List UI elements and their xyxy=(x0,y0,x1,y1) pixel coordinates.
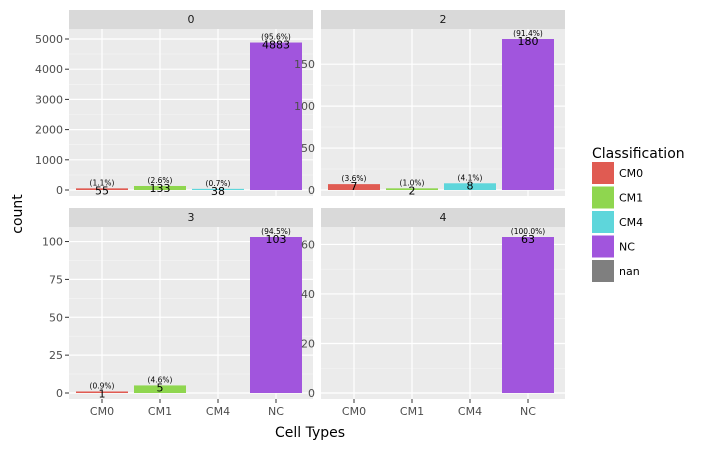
bar-value-label: 180 xyxy=(518,35,539,48)
bar-percent-label: (1.0%) xyxy=(400,178,425,187)
bar-CM0 xyxy=(76,391,128,393)
x-tick-label: CM0 xyxy=(90,405,114,418)
x-tick-label: CM0 xyxy=(342,405,366,418)
bar-percent-label: (94.5%) xyxy=(261,227,291,236)
legend: Classification CM0 CM1 CM4 NC nan xyxy=(592,146,685,282)
bar-CM1 xyxy=(134,385,186,393)
bar-value-label: 8 xyxy=(467,179,474,192)
bar-CM1 xyxy=(386,188,438,190)
y-tick-label: 2000 xyxy=(35,124,63,137)
bar-percent-label: (0.9%) xyxy=(90,381,115,390)
legend-key-NC xyxy=(592,235,614,258)
y-tick-label: 100 xyxy=(294,100,315,113)
bar-CM4 xyxy=(444,183,496,190)
y-tick-label: 0 xyxy=(56,387,63,400)
bar-value-label: 103 xyxy=(266,233,287,246)
facet-strip xyxy=(321,10,565,29)
y-tick-label: 60 xyxy=(301,238,315,251)
y-tick-label: 1000 xyxy=(35,154,63,167)
facet-strip-label: 4 xyxy=(440,211,447,224)
legend-entry-label: CM0 xyxy=(619,167,643,180)
y-axis-title: count xyxy=(10,194,26,234)
legend-entry-label: CM1 xyxy=(619,192,643,205)
legend-key-nan xyxy=(592,260,614,282)
y-tick-label: 75 xyxy=(49,273,63,286)
bar-value-label: 63 xyxy=(521,233,535,246)
y-tick-label: 40 xyxy=(301,288,315,301)
y-tick-label: 0 xyxy=(56,184,63,197)
bar-percent-label: (1.1%) xyxy=(90,178,115,187)
bar-CM1 xyxy=(134,185,186,190)
y-tick-label: 0 xyxy=(308,387,315,400)
bar-NC xyxy=(502,39,554,190)
bar-value-label: 4883 xyxy=(262,39,290,52)
bar-percent-label: (0.7%) xyxy=(206,179,231,188)
bar-percent-label: (95.6%) xyxy=(261,33,291,42)
facet-strip xyxy=(69,208,313,227)
y-tick-label: 150 xyxy=(294,58,315,71)
y-tick-label: 20 xyxy=(301,337,315,350)
y-tick-label: 5000 xyxy=(35,33,63,46)
facet-strip xyxy=(69,10,313,29)
facet-strip xyxy=(321,208,565,227)
legend-entry-label: NC xyxy=(619,241,635,254)
bar-value-label: 55 xyxy=(95,184,109,197)
y-tick-label: 3000 xyxy=(35,93,63,106)
x-tick-label: CM1 xyxy=(400,405,424,418)
x-tick-label: CM4 xyxy=(458,405,482,418)
bar-CM0 xyxy=(328,184,380,190)
bar-CM4 xyxy=(192,188,244,190)
bar-value-label: 133 xyxy=(150,182,171,195)
bar-percent-label: (100.0%) xyxy=(511,227,546,236)
bar-NC xyxy=(250,42,302,190)
bar-percent-label: (3.6%) xyxy=(342,174,367,183)
bar-percent-label: (4.6%) xyxy=(148,375,173,384)
x-tick-label: CM1 xyxy=(148,405,172,418)
legend-title: Classification xyxy=(592,146,685,162)
y-tick-label: 100 xyxy=(42,236,63,249)
y-tick-label: 50 xyxy=(301,142,315,155)
y-tick-label: 50 xyxy=(49,311,63,324)
bar-value-label: 2 xyxy=(409,184,416,197)
x-tick-label: NC xyxy=(520,405,536,418)
facet-panel-3: 3 0 25 50 75 100 1(0.9%) 5(4.6%) 103(94.5%) CM0 CM… xyxy=(42,208,313,418)
facet-strip-label: 0 xyxy=(188,13,195,26)
bar-percent-label: (4.1%) xyxy=(458,173,483,182)
legend-entry-label: nan xyxy=(619,265,640,278)
y-tick-label: 25 xyxy=(49,349,63,362)
y-tick-label: 4000 xyxy=(35,63,63,76)
legend-entry-label: CM4 xyxy=(619,216,643,229)
y-tick-label: 0 xyxy=(308,184,315,197)
bar-CM0 xyxy=(76,188,128,190)
legend-key-CM0 xyxy=(592,162,614,184)
bar-NC xyxy=(502,237,554,393)
legend-key-CM1 xyxy=(592,186,614,209)
legend-key-CM4 xyxy=(592,211,614,233)
x-tick-label: CM4 xyxy=(206,405,230,418)
x-axis-title: Cell Types xyxy=(275,425,345,441)
bar-NC xyxy=(250,237,302,393)
bar-percent-label: (2.6%) xyxy=(148,176,173,185)
bar-value-label: 38 xyxy=(211,185,225,198)
facet-strip-label: 2 xyxy=(440,13,447,26)
bar-value-label: 7 xyxy=(351,180,358,193)
x-tick-label: NC xyxy=(268,405,284,418)
facet-strip-label: 3 xyxy=(188,211,195,224)
bar-value-label: 1 xyxy=(99,387,106,400)
bar-value-label: 5 xyxy=(157,381,164,394)
bar-percent-label: (91.4%) xyxy=(513,29,543,38)
